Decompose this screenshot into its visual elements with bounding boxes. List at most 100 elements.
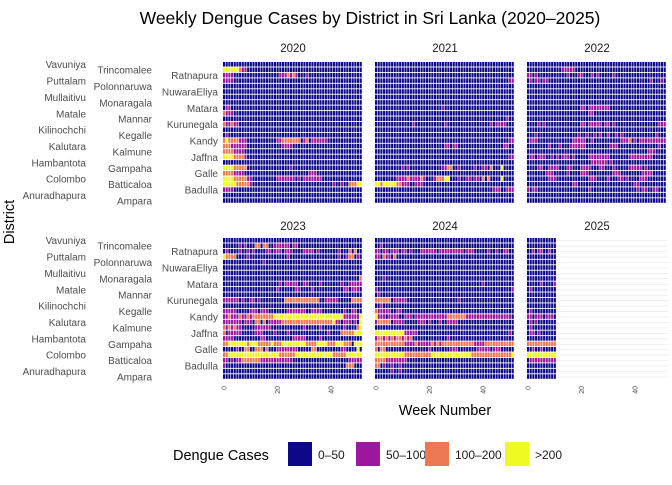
chart-title: Weekly Dengue Cases by District in Sri L… (140, 8, 601, 28)
heatmap-cell (341, 67, 343, 72)
heatmap-cell (477, 144, 479, 149)
heatmap-cell (234, 95, 236, 100)
heatmap-cell (383, 138, 385, 143)
heatmap-cell (501, 198, 503, 203)
heatmap-cell (594, 122, 596, 127)
heatmap-cell (354, 298, 356, 303)
heatmap-cell (442, 111, 444, 116)
heatmap-cell (602, 73, 604, 78)
heatmap-cell (338, 265, 340, 270)
heatmap-cell (554, 138, 556, 143)
heatmap-cell (338, 271, 340, 276)
heatmap-cell (645, 117, 647, 122)
heatmap-cell (589, 198, 591, 203)
heatmap-cell (306, 254, 308, 259)
heatmap-cell (535, 122, 537, 127)
heatmap-cell (548, 111, 550, 116)
heatmap-cell (480, 95, 482, 100)
heatmap-cell (532, 133, 534, 138)
heatmap-cell (380, 95, 382, 100)
heatmap-cell (231, 100, 233, 105)
heatmap-cell (594, 62, 596, 67)
heatmap-cell (250, 73, 252, 78)
heatmap-cell (336, 265, 338, 270)
heatmap-cell (506, 193, 508, 198)
heatmap-cell (330, 243, 332, 248)
heatmap-cell (271, 138, 273, 143)
heatmap-cell (252, 67, 254, 72)
heatmap-cell (466, 133, 468, 138)
heatmap-cell (423, 193, 425, 198)
heatmap-cell (658, 67, 660, 72)
heatmap-cell (344, 243, 346, 248)
heatmap-cell (535, 144, 537, 149)
heatmap-cell (236, 260, 238, 265)
heatmap-cell (314, 149, 316, 154)
heatmap-cell (530, 138, 532, 143)
heatmap-cell (242, 160, 244, 165)
heatmap-cell (375, 149, 377, 154)
heatmap-cell (535, 106, 537, 111)
heatmap-cell (527, 155, 529, 160)
heatmap-cell (285, 111, 287, 116)
heatmap-cell (415, 62, 417, 67)
heatmap-cell (354, 171, 356, 176)
heatmap-cell (543, 62, 545, 67)
heatmap-cell (357, 117, 359, 122)
heatmap-cell (357, 314, 359, 319)
heatmap-cell (404, 95, 406, 100)
heatmap-cell (314, 84, 316, 89)
heatmap-cell (357, 260, 359, 265)
heatmap-cell (287, 298, 289, 303)
heatmap-cell (290, 78, 292, 83)
heatmap-cell (567, 198, 569, 203)
heatmap-cell (244, 89, 246, 94)
heatmap-cell (556, 149, 558, 154)
heatmap-cell (344, 187, 346, 192)
heatmap-cell (493, 73, 495, 78)
heatmap-cell (223, 176, 225, 181)
heatmap-cell (255, 62, 257, 67)
heatmap-cell (554, 187, 556, 192)
heatmap-cell (333, 238, 335, 243)
heatmap-cell (330, 171, 332, 176)
heatmap-cell (509, 67, 511, 72)
heatmap-cell (336, 243, 338, 248)
heatmap-cell (328, 249, 330, 254)
heatmap-cell (279, 282, 281, 287)
heatmap-cell (258, 314, 260, 319)
heatmap-cell (463, 111, 465, 116)
heatmap-cell (346, 243, 348, 248)
heatmap-cell (559, 78, 561, 83)
heatmap-cell (664, 122, 666, 127)
heatmap-cell (388, 127, 390, 132)
heatmap-cell (223, 144, 225, 149)
heatmap-cell (306, 260, 308, 265)
heatmap-cell (658, 193, 660, 198)
heatmap-cell (554, 133, 556, 138)
heatmap-cell (287, 176, 289, 181)
heatmap-cell (650, 166, 652, 171)
heatmap-cell (378, 73, 380, 78)
heatmap-cell (287, 271, 289, 276)
heatmap-cell (298, 78, 300, 83)
heatmap-cell (298, 95, 300, 100)
heatmap-cell (333, 309, 335, 314)
heatmap-cell (244, 287, 246, 292)
heatmap-cell (349, 282, 351, 287)
heatmap-cell (637, 117, 639, 122)
heatmap-cell (605, 193, 607, 198)
heatmap-cell (336, 276, 338, 281)
heatmap-cell (434, 160, 436, 165)
heatmap-cell (477, 138, 479, 143)
heatmap-cell (548, 84, 550, 89)
heatmap-cell (573, 176, 575, 181)
heatmap-cell (402, 127, 404, 132)
heatmap-cell (648, 160, 650, 165)
heatmap-cell (461, 155, 463, 160)
heatmap-cell (396, 133, 398, 138)
heatmap-cell (333, 176, 335, 181)
heatmap-cell (488, 106, 490, 111)
heatmap-cell (532, 171, 534, 176)
heatmap-cell (293, 127, 295, 132)
